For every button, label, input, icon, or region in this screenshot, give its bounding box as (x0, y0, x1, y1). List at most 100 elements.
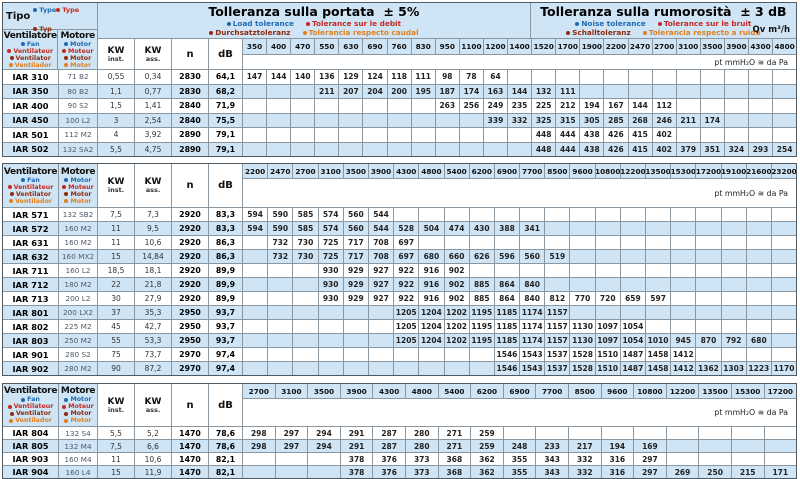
legend-dot (64, 192, 69, 196)
pressure-value-cell: 438 (580, 142, 605, 156)
pressure-value-cell (268, 334, 294, 347)
pressure-value-cell (268, 264, 294, 277)
flow-header-cell: 12200 (621, 164, 646, 178)
kw-inst-cell: 30 (98, 292, 135, 305)
legend-item: Motor (62, 55, 93, 62)
pressure-value-cell (243, 84, 268, 98)
flow-header-cell: 630 (339, 39, 364, 54)
fan-model-cell: IAR 501 (3, 128, 59, 142)
legend-item: Ventilator (8, 191, 54, 198)
pressure-value-cell: 770 (570, 292, 596, 305)
db-cell: 93,7 (209, 306, 243, 319)
db-cell: 78,6 (209, 440, 243, 452)
legend-item: Fan (7, 41, 53, 48)
pressure-value-cell (556, 70, 581, 84)
pressure-value-cell (504, 427, 537, 439)
table-row: IAR 713 200 L2 30 27,9 2920 89,9 930 929 927 922 9… (3, 291, 796, 305)
pressure-value-cell (749, 128, 774, 142)
pressure-value-cell: 444 (556, 142, 581, 156)
pressure-value-cell (308, 453, 341, 465)
pressure-value-cell (722, 222, 747, 235)
pressure-value-cell (722, 236, 747, 249)
flow-header-cell: 550 (315, 39, 340, 54)
pressure-value-cell: 945 (671, 334, 697, 347)
pressure-value-cell (419, 236, 445, 249)
flow-header-cell: 8500 (569, 384, 602, 398)
table-row: IAR 631 160 M2 11 10,6 2920 86,3 732 730 725 717 7… (3, 235, 796, 249)
legend-item: Moteur (62, 184, 94, 191)
pressure-value-cell: 373 (406, 453, 439, 465)
flow-header-cell: 690 (363, 39, 388, 54)
motor-cell: 225 M2 (59, 320, 98, 333)
type-legend-item: Typ (33, 25, 52, 33)
pressure-value-cell: 1487 (621, 362, 646, 375)
pressure-value-cell (765, 453, 797, 465)
pressure-value-cell: 1054 (621, 320, 646, 333)
pressure-value-cell (536, 427, 569, 439)
flow-header-cell: 7700 (536, 384, 569, 398)
flow-header-cell: 13500 (699, 384, 732, 398)
table-3-header: Ventilatore Fan Ventilateur Ventilator Vent… (3, 384, 796, 426)
flow-header-cell: 10800 (634, 384, 667, 398)
legend-dot (33, 27, 38, 31)
portata-legend: Load tolerance Tolerance sur le debit Durc… (209, 19, 419, 37)
kw-ass-cell: 10,6 (135, 453, 172, 465)
pressure-value-cell: 287 (373, 440, 406, 452)
pressure-value-cell (773, 85, 796, 99)
pressure-value-cell: 626 (470, 250, 495, 263)
pressure-value-cell (747, 250, 772, 263)
pressure-value-cell: 362 (471, 453, 504, 465)
rpm-cell: 2920 (172, 236, 209, 249)
pressure-value-cell: 1537 (545, 348, 571, 361)
pressure-value-cell (722, 320, 747, 333)
pressure-value-cell (267, 84, 292, 98)
pressure-value-cell: 163 (484, 84, 509, 98)
pressure-value-cell: 594 (243, 208, 269, 221)
pressure-value-cell: 111 (412, 70, 436, 84)
flow-header-cell: 2470 (629, 39, 653, 54)
type-legend-text: Type (62, 6, 80, 14)
pressure-value-cell: 1510 (596, 348, 621, 361)
db-cell: 71,9 (209, 99, 243, 113)
pressure-value-cell (293, 278, 319, 291)
kw-inst-cell: 5,5 (98, 142, 135, 156)
pressure-value-cell (520, 264, 546, 277)
pressure-value-cell (596, 264, 621, 277)
pressure-value-cell (394, 348, 420, 361)
motor-cell: 160 MX2 (59, 250, 98, 263)
rpm-cell: 2970 (172, 362, 209, 375)
pressure-value-cell: 717 (344, 236, 369, 249)
pressure-value-cell: 544 (369, 208, 395, 221)
legend-dot (64, 418, 69, 423)
pressure-value-cell: 1185 (495, 320, 521, 333)
pressure-value-cell (646, 264, 672, 277)
pressure-value-cell (470, 362, 495, 375)
kw-inst-cell: 11 (98, 236, 135, 249)
pressure-value-cell (569, 427, 602, 439)
pressure-value-cell (747, 208, 772, 221)
rpm-cell: 1470 (172, 440, 209, 452)
kw-ass-cell: 3,92 (135, 128, 172, 142)
pressure-value-cell (772, 334, 796, 347)
pressure-value-cell (671, 250, 697, 263)
pressure-value-cell: 263 (436, 99, 460, 113)
pressure-value-cell: 1528 (570, 348, 596, 361)
legend-item: Ventilateur (7, 403, 53, 410)
pressure-value-cell (369, 306, 395, 319)
pressure-value-cell (772, 292, 796, 305)
table-iar-4pole: Ventilatore Fan Ventilateur Ventilator Vent… (2, 383, 797, 479)
pressure-value-cell (580, 84, 605, 98)
pressure-value-cell: 1205 (394, 320, 420, 333)
type-legend-item: Type (56, 6, 79, 14)
pressure-value-cell: 167 (604, 99, 629, 113)
fan-model-cell: IAR 903 (3, 453, 59, 465)
pressure-value-cell (268, 306, 294, 319)
ventilatore-header: Ventilatore Fan Ventilateur Ventilator Vent… (3, 30, 59, 69)
pressure-value-cell: 215 (732, 466, 765, 478)
pressure-value-cell (532, 70, 557, 84)
db-cell: 83,3 (209, 208, 243, 221)
motor-cell: 250 M2 (59, 334, 98, 347)
pressure-value-cell (369, 320, 395, 333)
flow-header-cell: 1700 (556, 39, 581, 54)
rpm-cell: 2950 (172, 334, 209, 347)
